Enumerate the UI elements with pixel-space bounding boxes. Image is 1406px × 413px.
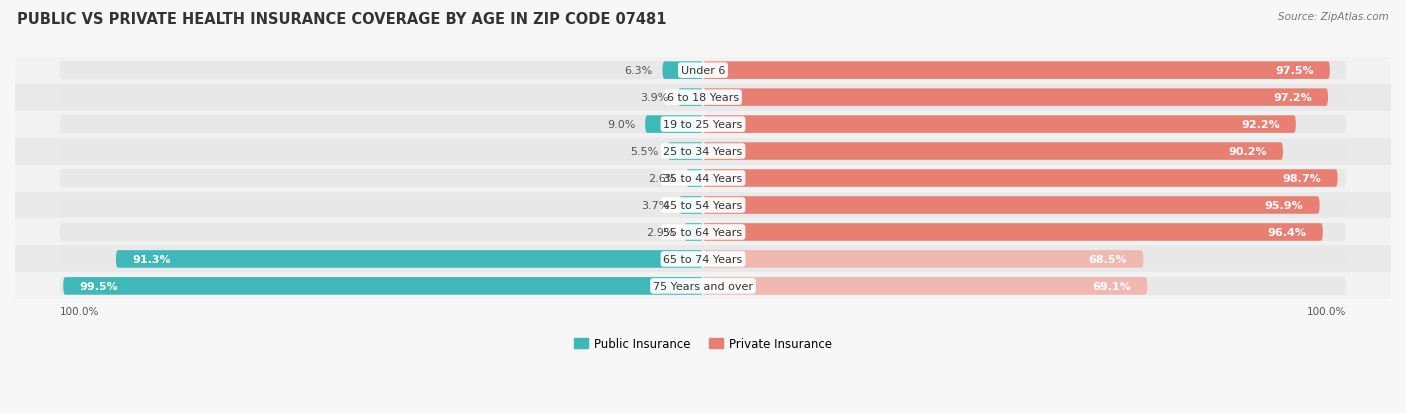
Text: 3.7%: 3.7% xyxy=(641,200,669,211)
FancyBboxPatch shape xyxy=(60,223,1346,242)
Bar xyxy=(15,165,1391,192)
Bar xyxy=(15,57,1391,84)
FancyBboxPatch shape xyxy=(645,116,703,133)
Bar xyxy=(15,84,1391,112)
Text: 2.9%: 2.9% xyxy=(647,228,675,237)
FancyBboxPatch shape xyxy=(60,116,1346,134)
FancyBboxPatch shape xyxy=(60,196,1346,215)
Text: 45 to 54 Years: 45 to 54 Years xyxy=(664,200,742,211)
Text: 97.2%: 97.2% xyxy=(1274,93,1312,103)
Text: 35 to 44 Years: 35 to 44 Years xyxy=(664,173,742,184)
Text: Source: ZipAtlas.com: Source: ZipAtlas.com xyxy=(1278,12,1389,22)
Text: 19 to 25 Years: 19 to 25 Years xyxy=(664,120,742,130)
Bar xyxy=(15,138,1391,165)
Text: 95.9%: 95.9% xyxy=(1265,200,1303,211)
FancyBboxPatch shape xyxy=(703,224,1323,241)
FancyBboxPatch shape xyxy=(60,89,1346,107)
FancyBboxPatch shape xyxy=(60,169,1346,188)
Text: 65 to 74 Years: 65 to 74 Years xyxy=(664,254,742,264)
Bar xyxy=(15,112,1391,138)
FancyBboxPatch shape xyxy=(678,89,703,107)
Text: 97.5%: 97.5% xyxy=(1275,66,1313,76)
FancyBboxPatch shape xyxy=(686,170,703,188)
Text: 98.7%: 98.7% xyxy=(1282,173,1322,184)
Bar xyxy=(15,192,1391,219)
FancyBboxPatch shape xyxy=(662,62,703,80)
FancyBboxPatch shape xyxy=(60,277,1346,295)
Text: 9.0%: 9.0% xyxy=(607,120,636,130)
FancyBboxPatch shape xyxy=(60,62,1346,80)
Bar xyxy=(15,273,1391,300)
FancyBboxPatch shape xyxy=(703,89,1329,107)
Bar xyxy=(15,219,1391,246)
FancyBboxPatch shape xyxy=(703,62,1330,80)
FancyBboxPatch shape xyxy=(60,142,1346,161)
FancyBboxPatch shape xyxy=(60,250,1346,268)
Text: 91.3%: 91.3% xyxy=(132,254,170,264)
Text: 100.0%: 100.0% xyxy=(60,306,100,316)
Text: 5.5%: 5.5% xyxy=(630,147,658,157)
Text: 90.2%: 90.2% xyxy=(1229,147,1267,157)
FancyBboxPatch shape xyxy=(703,116,1296,133)
Text: 96.4%: 96.4% xyxy=(1268,228,1306,237)
Text: Under 6: Under 6 xyxy=(681,66,725,76)
Text: 55 to 64 Years: 55 to 64 Years xyxy=(664,228,742,237)
FancyBboxPatch shape xyxy=(703,197,1320,214)
FancyBboxPatch shape xyxy=(679,197,703,214)
Text: 6.3%: 6.3% xyxy=(624,66,652,76)
Text: 75 Years and over: 75 Years and over xyxy=(652,281,754,291)
FancyBboxPatch shape xyxy=(63,278,703,295)
FancyBboxPatch shape xyxy=(703,170,1337,188)
FancyBboxPatch shape xyxy=(703,143,1284,160)
Text: 68.5%: 68.5% xyxy=(1088,254,1128,264)
FancyBboxPatch shape xyxy=(703,278,1147,295)
FancyBboxPatch shape xyxy=(703,251,1143,268)
Text: 69.1%: 69.1% xyxy=(1092,281,1132,291)
FancyBboxPatch shape xyxy=(668,143,703,160)
Text: 92.2%: 92.2% xyxy=(1241,120,1279,130)
Bar xyxy=(15,246,1391,273)
Legend: Public Insurance, Private Insurance: Public Insurance, Private Insurance xyxy=(569,332,837,355)
FancyBboxPatch shape xyxy=(685,224,703,241)
Text: 99.5%: 99.5% xyxy=(79,281,118,291)
Text: 3.9%: 3.9% xyxy=(640,93,668,103)
Text: PUBLIC VS PRIVATE HEALTH INSURANCE COVERAGE BY AGE IN ZIP CODE 07481: PUBLIC VS PRIVATE HEALTH INSURANCE COVER… xyxy=(17,12,666,27)
Text: 2.6%: 2.6% xyxy=(648,173,676,184)
Text: 25 to 34 Years: 25 to 34 Years xyxy=(664,147,742,157)
Text: 6 to 18 Years: 6 to 18 Years xyxy=(666,93,740,103)
Text: 100.0%: 100.0% xyxy=(1306,306,1346,316)
FancyBboxPatch shape xyxy=(115,251,703,268)
